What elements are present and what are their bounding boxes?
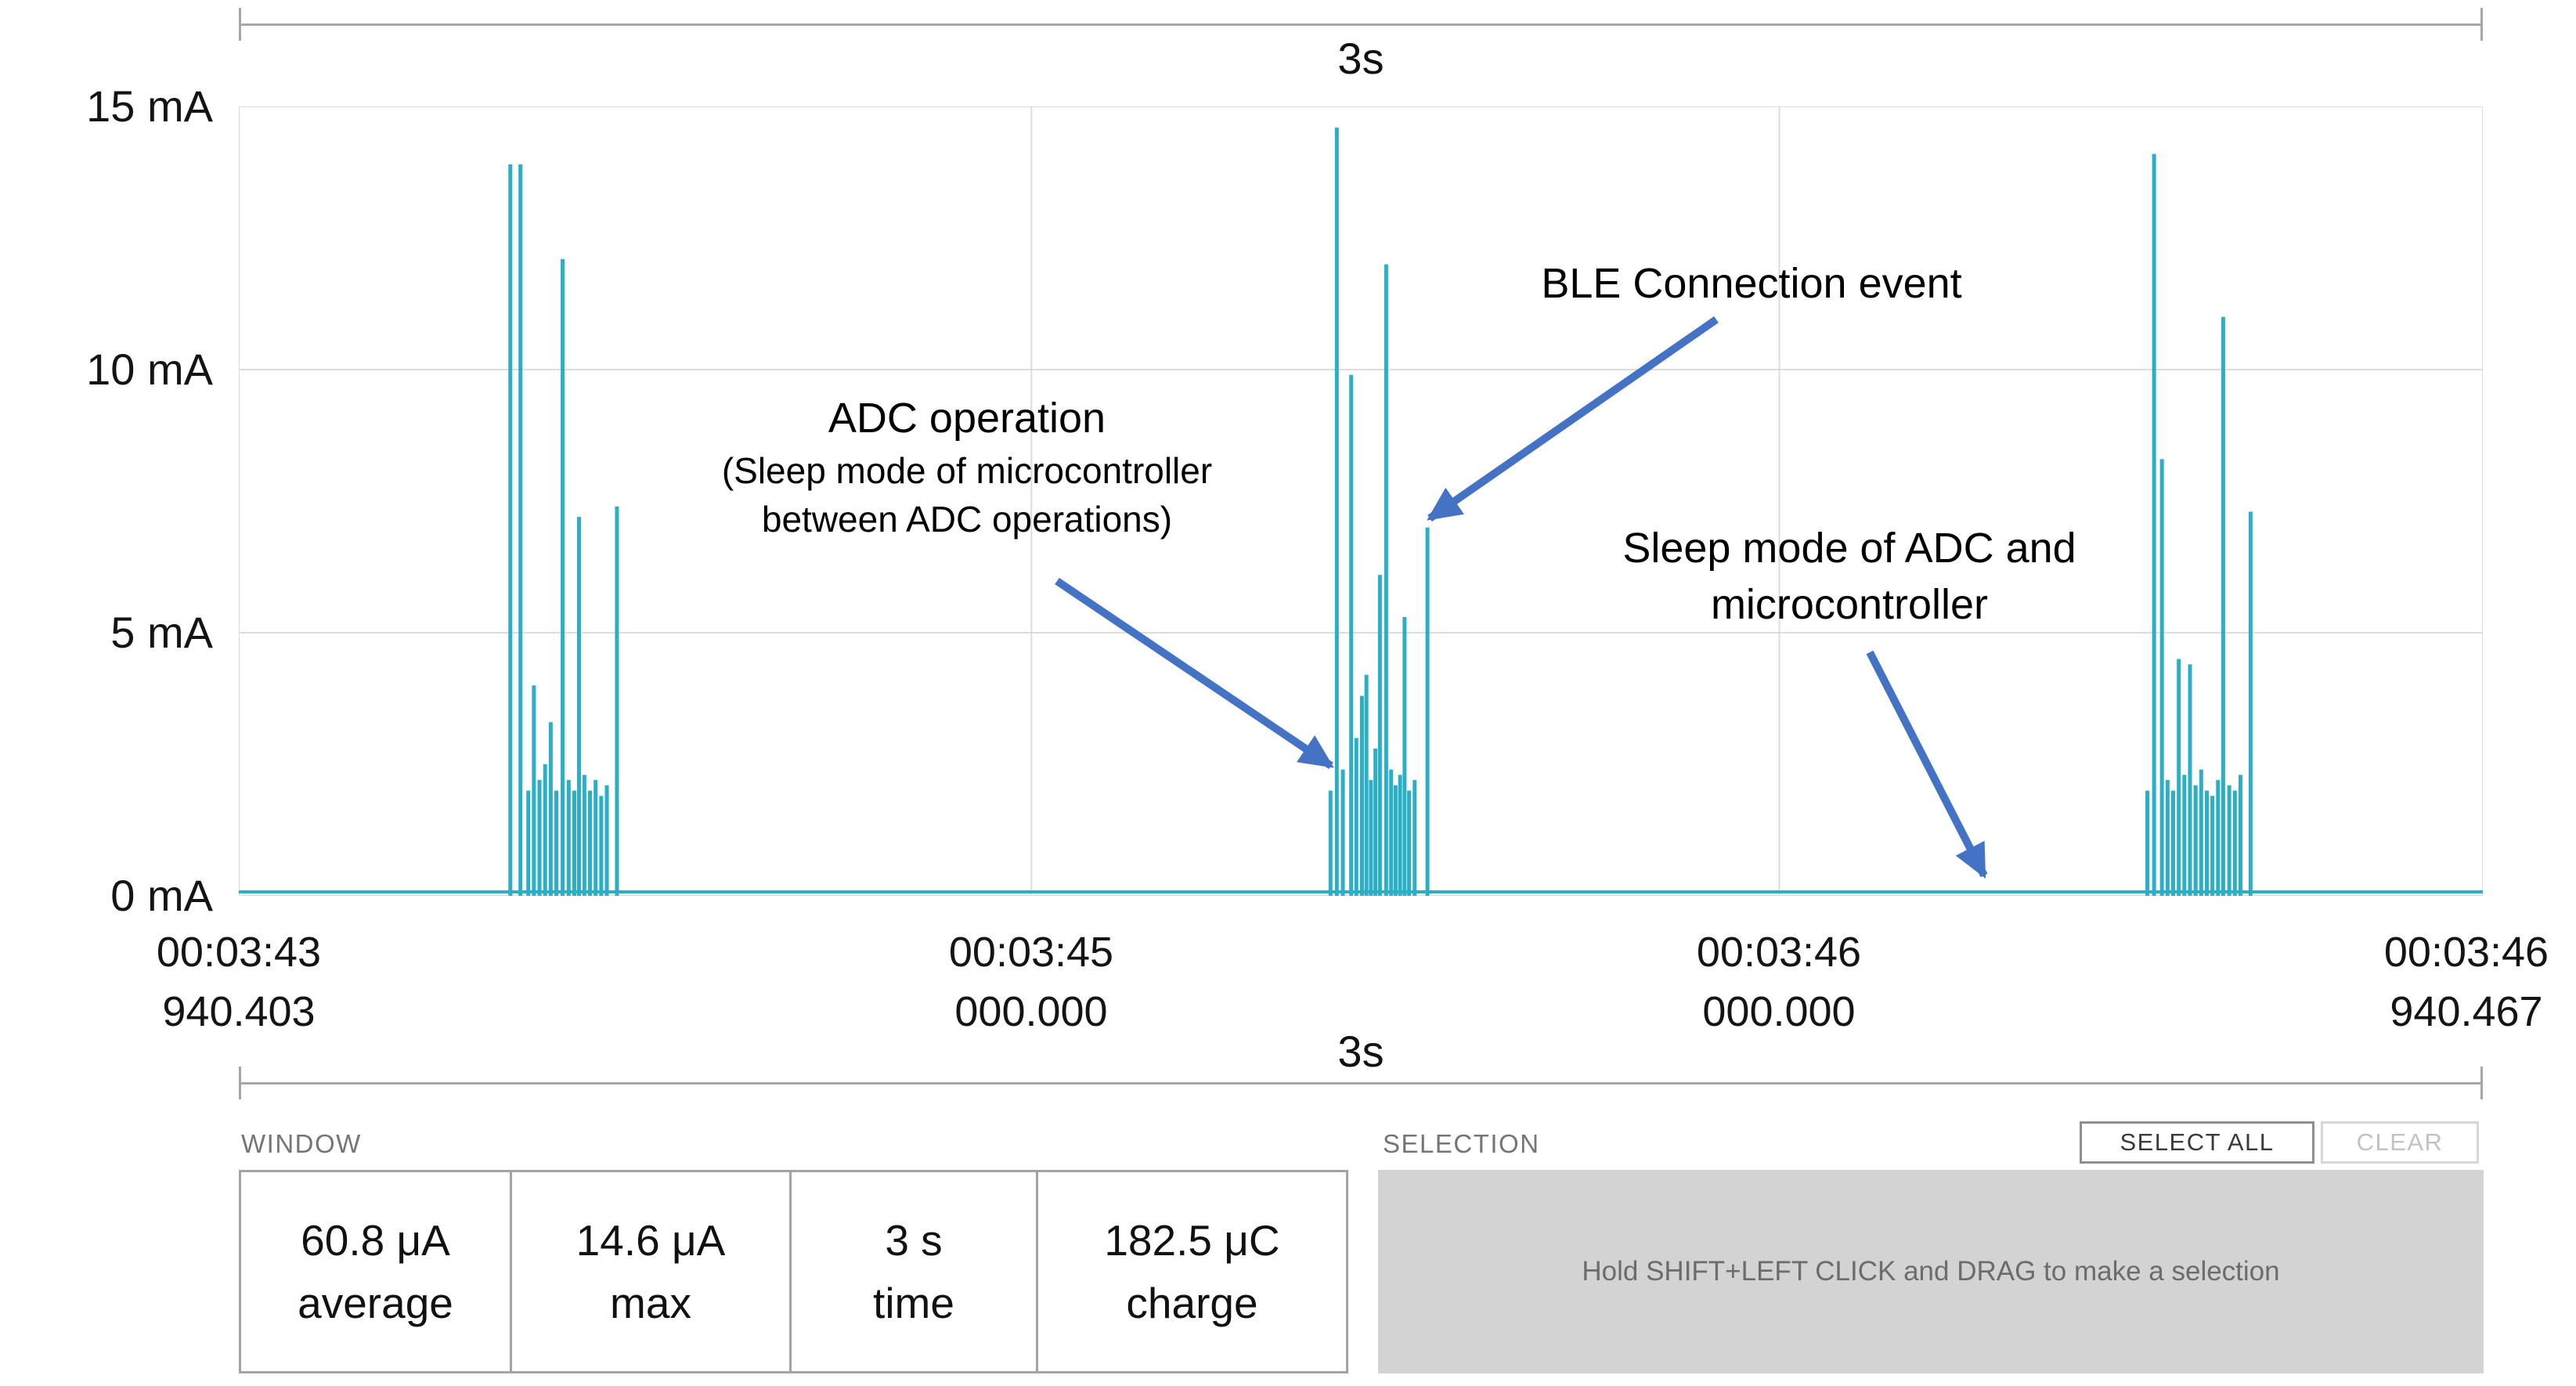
- waveform-svg[interactable]: [239, 106, 2483, 896]
- stat-average: 60.8 μA average: [241, 1172, 512, 1371]
- clear-button[interactable]: CLEAR: [2321, 1121, 2479, 1164]
- selection-hint-box: Hold SHIFT+LEFT CLICK and DRAG to make a…: [1378, 1170, 2484, 1373]
- stat-charge: 182.5 μC charge: [1038, 1172, 1346, 1371]
- stat-average-value: 60.8 μA: [301, 1216, 450, 1265]
- stat-charge-value: 182.5 μC: [1104, 1216, 1280, 1265]
- y-axis-label-5ma: 5 mA: [110, 608, 213, 657]
- x-axis-tick-2: 00:03:45 000.000: [948, 929, 1114, 1035]
- stat-time: 3 s time: [792, 1172, 1038, 1371]
- window-stats-table: 60.8 μA average 14.6 μA max 3 s time 182…: [239, 1170, 1348, 1373]
- top-ruler-tick-right: [2480, 8, 2483, 41]
- y-axis-label-0ma: 0 mA: [110, 871, 213, 920]
- bottom-ruler-tick-left: [239, 1067, 241, 1099]
- select-all-button[interactable]: SELECT ALL: [2080, 1121, 2314, 1164]
- selection-panel-label: SELECTION: [1383, 1129, 1540, 1158]
- bottom-ruler-tick-right: [2480, 1067, 2483, 1099]
- top-span-label: 3s: [1337, 34, 1384, 83]
- waveform-chart[interactable]: [239, 106, 2483, 896]
- stat-max-value: 14.6 μA: [575, 1216, 726, 1265]
- stat-average-label: average: [298, 1279, 453, 1327]
- top-ruler-tick-left: [239, 8, 241, 41]
- y-axis-label-15ma: 15 mA: [86, 81, 213, 131]
- selection-hint-text: Hold SHIFT+LEFT CLICK and DRAG to make a…: [1582, 1256, 2280, 1287]
- x-axis-tick-4: 00:03:46 940.467: [2383, 929, 2549, 1035]
- ble-annotation: BLE Connection event: [1541, 260, 1962, 307]
- y-axis-label-10ma: 10 mA: [86, 345, 213, 394]
- window-panel-label: WINDOW: [241, 1129, 362, 1158]
- bottom-ruler-line: [239, 1082, 2483, 1085]
- x-axis-tick-3: 00:03:46 000.000: [1696, 929, 1862, 1035]
- stat-time-value: 3 s: [885, 1216, 943, 1265]
- sleep-annotation: Sleep mode of ADC and microcontroller: [1622, 525, 2076, 628]
- adc-annotation: ADC operation (Sleep mode of microcontro…: [721, 395, 1213, 540]
- stat-charge-label: charge: [1126, 1279, 1258, 1327]
- x-axis-tick-1: 00:03:43 940.403: [156, 929, 322, 1035]
- stat-max-label: max: [610, 1279, 691, 1327]
- stat-max: 14.6 μA max: [512, 1172, 792, 1371]
- stat-time-label: time: [873, 1279, 954, 1327]
- top-ruler-line: [239, 23, 2483, 26]
- bottom-span-label: 3s: [1337, 1027, 1384, 1076]
